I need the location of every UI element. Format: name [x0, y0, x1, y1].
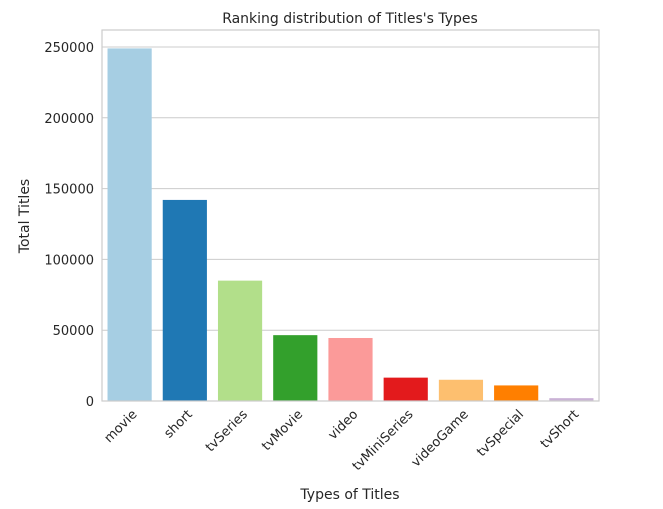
- bar-tvSeries: [217, 280, 263, 401]
- x-tick-label: tvShort: [538, 407, 582, 451]
- chart-title: Ranking distribution of Titles's Types: [222, 11, 478, 27]
- y-tick-labels: 0 50000 100000 150000 200000 250000: [44, 41, 94, 410]
- x-tick-label: tvMovie: [259, 407, 306, 454]
- bars: [107, 48, 594, 402]
- bar-tvMiniSeries: [383, 377, 428, 401]
- bar-tvMovie: [273, 335, 318, 401]
- x-tick-label: movie: [102, 407, 141, 446]
- y-tick-label: 100000: [44, 253, 94, 268]
- bar-videoGame: [438, 379, 484, 401]
- bar-movie: [107, 48, 152, 402]
- x-tick-label: tvSpecial: [474, 407, 527, 460]
- y-tick-label: 150000: [44, 183, 94, 198]
- y-tick-label: 200000: [44, 112, 94, 127]
- y-tick-label: 250000: [44, 41, 94, 56]
- x-tick-label: tvSeries: [203, 407, 251, 455]
- x-tick-label: videoGame: [409, 407, 472, 470]
- x-axis-label: Types of Titles: [299, 487, 399, 503]
- bar-tvShort: [549, 398, 594, 401]
- bar-short: [162, 199, 207, 401]
- bar-tvSpecial: [494, 385, 539, 401]
- y-axis-label: Total Titles: [17, 179, 33, 254]
- x-tick-label: short: [161, 407, 195, 441]
- bar-video: [328, 337, 373, 401]
- y-tick-label: 50000: [53, 324, 94, 339]
- plot-frame: [101, 29, 600, 402]
- x-tick-labels: movie short tvSeries tvMovie videotvMiniSeri…: [102, 407, 583, 474]
- y-tick-label: 0: [86, 395, 94, 410]
- x-tick-label: video: [326, 407, 362, 443]
